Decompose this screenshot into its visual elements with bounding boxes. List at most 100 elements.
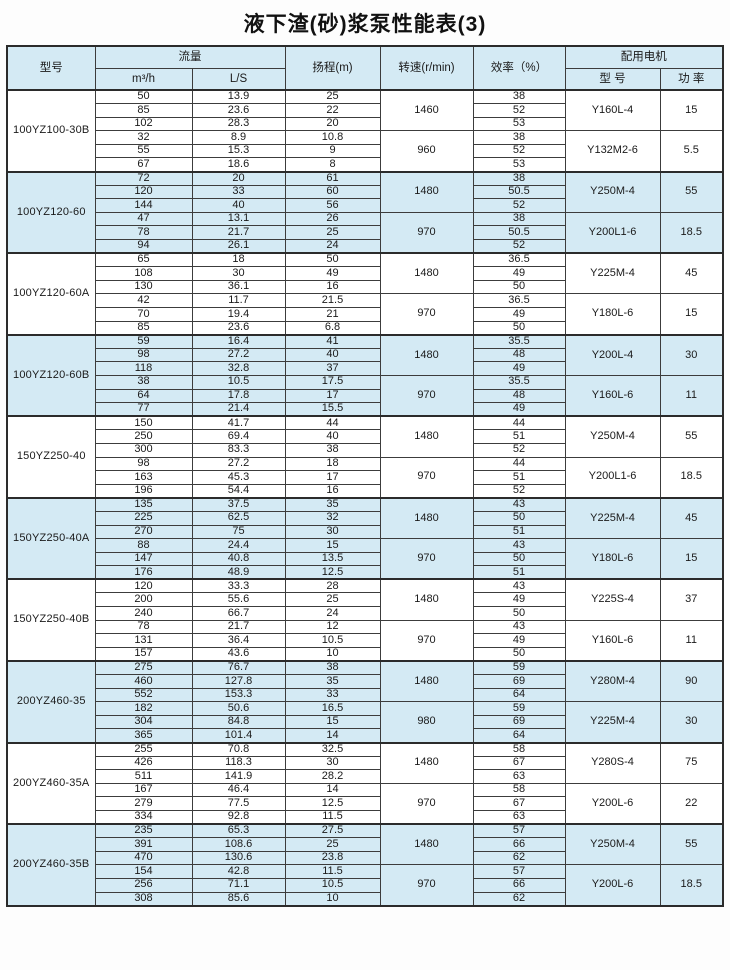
table-row: 38 10.5 17.5 970 35.5 Y160L-6 11 xyxy=(7,374,724,417)
cell-pump-model: 100YZ120-60A xyxy=(6,252,96,336)
cell-flow-ls: 66.7 xyxy=(191,606,286,621)
cell-head: 21.5 xyxy=(284,293,381,308)
cell-motor-power: 18.5 xyxy=(659,864,724,907)
cell-head: 35 xyxy=(284,496,381,512)
cell-motor-model: Y280M-4 xyxy=(564,659,661,703)
cell-motor-model: Y225M-4 xyxy=(564,701,661,743)
cell-flow-ls: 69.4 xyxy=(191,429,286,444)
cell-motor-model: Y250M-4 xyxy=(564,415,661,458)
cell-flow-ls: 77.5 xyxy=(191,796,286,811)
cell-head: 15 xyxy=(284,714,381,730)
cell-efficiency: 53 xyxy=(472,116,566,132)
table-row: 94 26.1 24 52 xyxy=(7,239,723,254)
table-row: 470 130.6 23.8 62 xyxy=(7,850,723,866)
cell-efficiency: 38 xyxy=(472,89,566,105)
table-row: 240 66.7 24 50 xyxy=(7,606,723,621)
table-row: 552 153.3 33 64 xyxy=(7,687,723,703)
cell-head: 17 xyxy=(284,470,381,485)
table-row: 154 42.8 11.5 970 57 Y200L-6 18.5 xyxy=(7,864,724,907)
cell-flow-m3h: 70 xyxy=(94,307,193,322)
cell-motor-power: 45 xyxy=(659,496,724,540)
cell-flow-ls: 92.8 xyxy=(191,809,286,825)
cell-head: 28.2 xyxy=(284,769,381,784)
cell-efficiency: 66 xyxy=(472,837,566,852)
cell-head: 38 xyxy=(284,659,381,676)
cell-efficiency: 51 xyxy=(472,470,566,485)
cell-flow-m3h: 176 xyxy=(94,565,193,580)
cell-motor-power: 75 xyxy=(659,741,724,784)
cell-flow-ls: 118.3 xyxy=(191,755,286,771)
cell-pump-model: 200YZ460-35A xyxy=(6,741,96,825)
cell-flow-m3h: 300 xyxy=(94,442,193,458)
cell-head: 10.8 xyxy=(284,130,381,145)
cell-pump-model: 200YZ460-35B xyxy=(6,823,96,907)
cell-head: 60 xyxy=(284,184,381,200)
cell-speed: 1480 xyxy=(379,415,474,458)
cell-motor-power: 18.5 xyxy=(659,456,724,499)
cell-flow-ls: 13.1 xyxy=(191,211,286,227)
table-row: 67 18.6 8 53 xyxy=(7,157,723,173)
cell-flow-ls: 26.1 xyxy=(191,239,286,254)
cell-flow-m3h: 154 xyxy=(94,864,193,879)
cell-head: 16.5 xyxy=(284,701,381,716)
cell-head: 24 xyxy=(284,239,381,254)
cell-flow-m3h: 88 xyxy=(94,538,193,553)
cell-flow-m3h: 196 xyxy=(94,483,193,499)
cell-flow-ls: 37.5 xyxy=(191,496,286,512)
cell-speed: 980 xyxy=(379,701,474,743)
cell-head: 10 xyxy=(284,891,381,907)
cell-head: 10 xyxy=(284,646,381,662)
table-row: 511 141.9 28.2 63 xyxy=(7,769,723,784)
cell-efficiency: 52 xyxy=(472,143,566,159)
cell-head: 25 xyxy=(284,592,381,608)
cell-efficiency: 49 xyxy=(472,307,566,322)
cell-motor-model: Y200L-6 xyxy=(564,782,661,825)
cell-flow-ls: 21.7 xyxy=(191,619,286,635)
cell-motor-power: 55 xyxy=(659,415,724,458)
cell-head: 15 xyxy=(284,538,381,553)
cell-efficiency: 48 xyxy=(472,388,566,404)
cell-head: 21 xyxy=(284,307,381,322)
cell-flow-m3h: 426 xyxy=(94,755,193,771)
cell-motor-model: Y180L-6 xyxy=(564,538,661,580)
cell-head: 25 xyxy=(284,225,381,241)
table-row: 100YZ100-30B 50 13.9 25 1460 38 Y160L-4 15 xyxy=(6,89,724,173)
table-row: 70 19.4 21 49 xyxy=(7,307,723,322)
cell-motor-model: Y180L-6 xyxy=(564,293,661,336)
cell-efficiency: 44 xyxy=(472,415,566,431)
cell-head: 30 xyxy=(284,524,381,540)
cell-efficiency: 51 xyxy=(472,429,566,444)
header-flow: 流量 xyxy=(94,45,286,69)
table-row: 98 27.2 40 48 xyxy=(7,347,723,363)
cell-pump-model: 100YZ120-60 xyxy=(6,170,96,254)
table-row: 200YZ460-35B 235 65.3 27.5 1480 57 Y250M-4 55 xyxy=(6,823,724,907)
cell-pump-model: 200YZ460-35 xyxy=(6,659,96,743)
cell-pump-model: 150YZ250-40 xyxy=(6,415,96,499)
cell-head: 16 xyxy=(284,483,381,499)
table-row: 88 24.4 15 970 43 Y180L-6 15 xyxy=(7,538,724,580)
cell-head: 49 xyxy=(284,266,381,281)
table-row: 200 55.6 25 49 xyxy=(7,592,723,608)
cell-head: 50 xyxy=(284,252,381,268)
table-row: 182 50.6 16.5 980 59 Y225M-4 30 xyxy=(7,701,724,743)
cell-flow-ls: 141.9 xyxy=(191,769,286,784)
table-row: 98 27.2 18 970 44 Y200L1-6 18.5 xyxy=(7,456,724,499)
table-row: 460 127.8 35 69 xyxy=(7,674,723,689)
cell-flow-m3h: 147 xyxy=(94,551,193,567)
cell-motor-power: 30 xyxy=(659,701,724,743)
cell-motor-model: Y225M-4 xyxy=(564,252,661,295)
table-row: 279 77.5 12.5 67 xyxy=(7,796,723,811)
cell-flow-m3h: 42 xyxy=(94,293,193,308)
cell-flow-ls: 17.8 xyxy=(191,388,286,404)
cell-head: 12.5 xyxy=(284,796,381,811)
cell-efficiency: 36.5 xyxy=(472,252,566,268)
cell-flow-ls: 71.1 xyxy=(191,877,286,893)
cell-motor-power: 55 xyxy=(659,170,724,213)
cell-head: 35 xyxy=(284,674,381,689)
cell-head: 6.8 xyxy=(284,320,381,336)
header-motor: 配用电机 xyxy=(564,45,724,69)
table-row: 150YZ250-40A 135 37.5 35 1480 43 Y225M-4 45 xyxy=(6,496,724,580)
cell-flow-ls: 75 xyxy=(191,524,286,540)
cell-efficiency: 43 xyxy=(472,538,566,553)
